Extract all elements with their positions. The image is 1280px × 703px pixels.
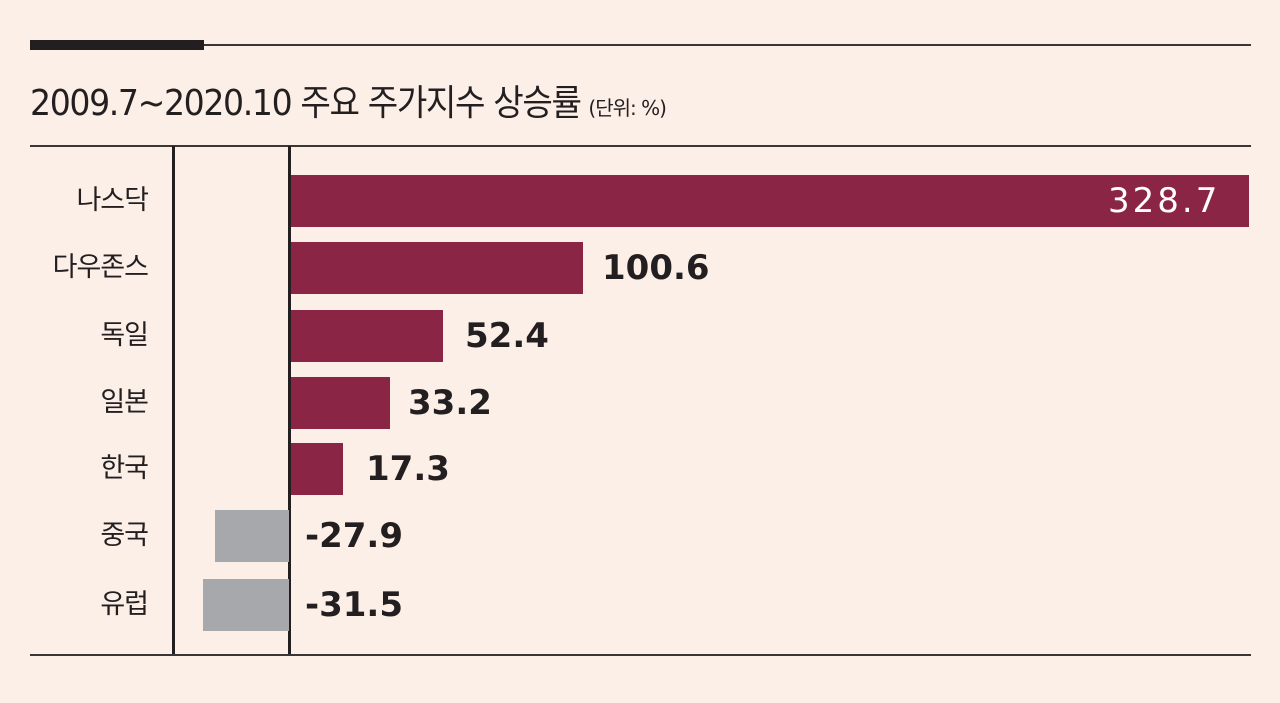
value-label: 17.3 <box>366 449 450 489</box>
bar-positive <box>291 310 443 362</box>
category-label: 유럽 <box>100 589 149 620</box>
bar-positive <box>291 443 343 495</box>
bar-row-korea: 한국 17.3 <box>0 443 1280 495</box>
bar-negative <box>203 579 289 631</box>
value-label: 328.7 <box>1108 181 1221 221</box>
bar-positive <box>291 377 390 429</box>
value-label: -27.9 <box>305 516 403 556</box>
category-label: 중국 <box>100 520 149 551</box>
category-label: 나스닥 <box>76 185 149 216</box>
bar-row-germany: 독일 52.4 <box>0 310 1280 362</box>
bar-row-japan: 일본 33.2 <box>0 377 1280 429</box>
category-label: 다우존스 <box>52 252 149 283</box>
top-rule <box>204 44 1251 46</box>
left-axis-line <box>172 146 175 655</box>
chart-title: 2009.7~2020.10 주요 주가지수 상승률 (단위: %) <box>30 74 667 124</box>
bar-negative <box>215 510 289 562</box>
value-label: 100.6 <box>602 248 710 288</box>
chart-title-text: 2009.7~2020.10 주요 주가지수 상승률 <box>30 83 582 124</box>
bar-row-nasdaq: 나스닥 328.7 <box>0 175 1280 227</box>
category-label: 일본 <box>100 387 149 418</box>
zero-axis-line <box>288 146 291 655</box>
chart-bottom-border <box>30 654 1251 656</box>
value-label: 33.2 <box>408 383 492 423</box>
bar-positive <box>291 175 1249 227</box>
category-label: 한국 <box>100 453 149 484</box>
bar-row-china: 중국 -27.9 <box>0 510 1280 562</box>
title-accent-bar <box>30 40 204 50</box>
chart-top-border <box>30 145 1251 147</box>
bar-row-europe: 유럽 -31.5 <box>0 579 1280 631</box>
unit-label: (단위: %) <box>588 96 667 120</box>
value-label: -31.5 <box>305 585 403 625</box>
bar-positive <box>291 242 583 294</box>
value-label: 52.4 <box>465 316 549 356</box>
bar-row-dow: 다우존스 100.6 <box>0 242 1280 294</box>
category-label: 독일 <box>100 320 149 351</box>
